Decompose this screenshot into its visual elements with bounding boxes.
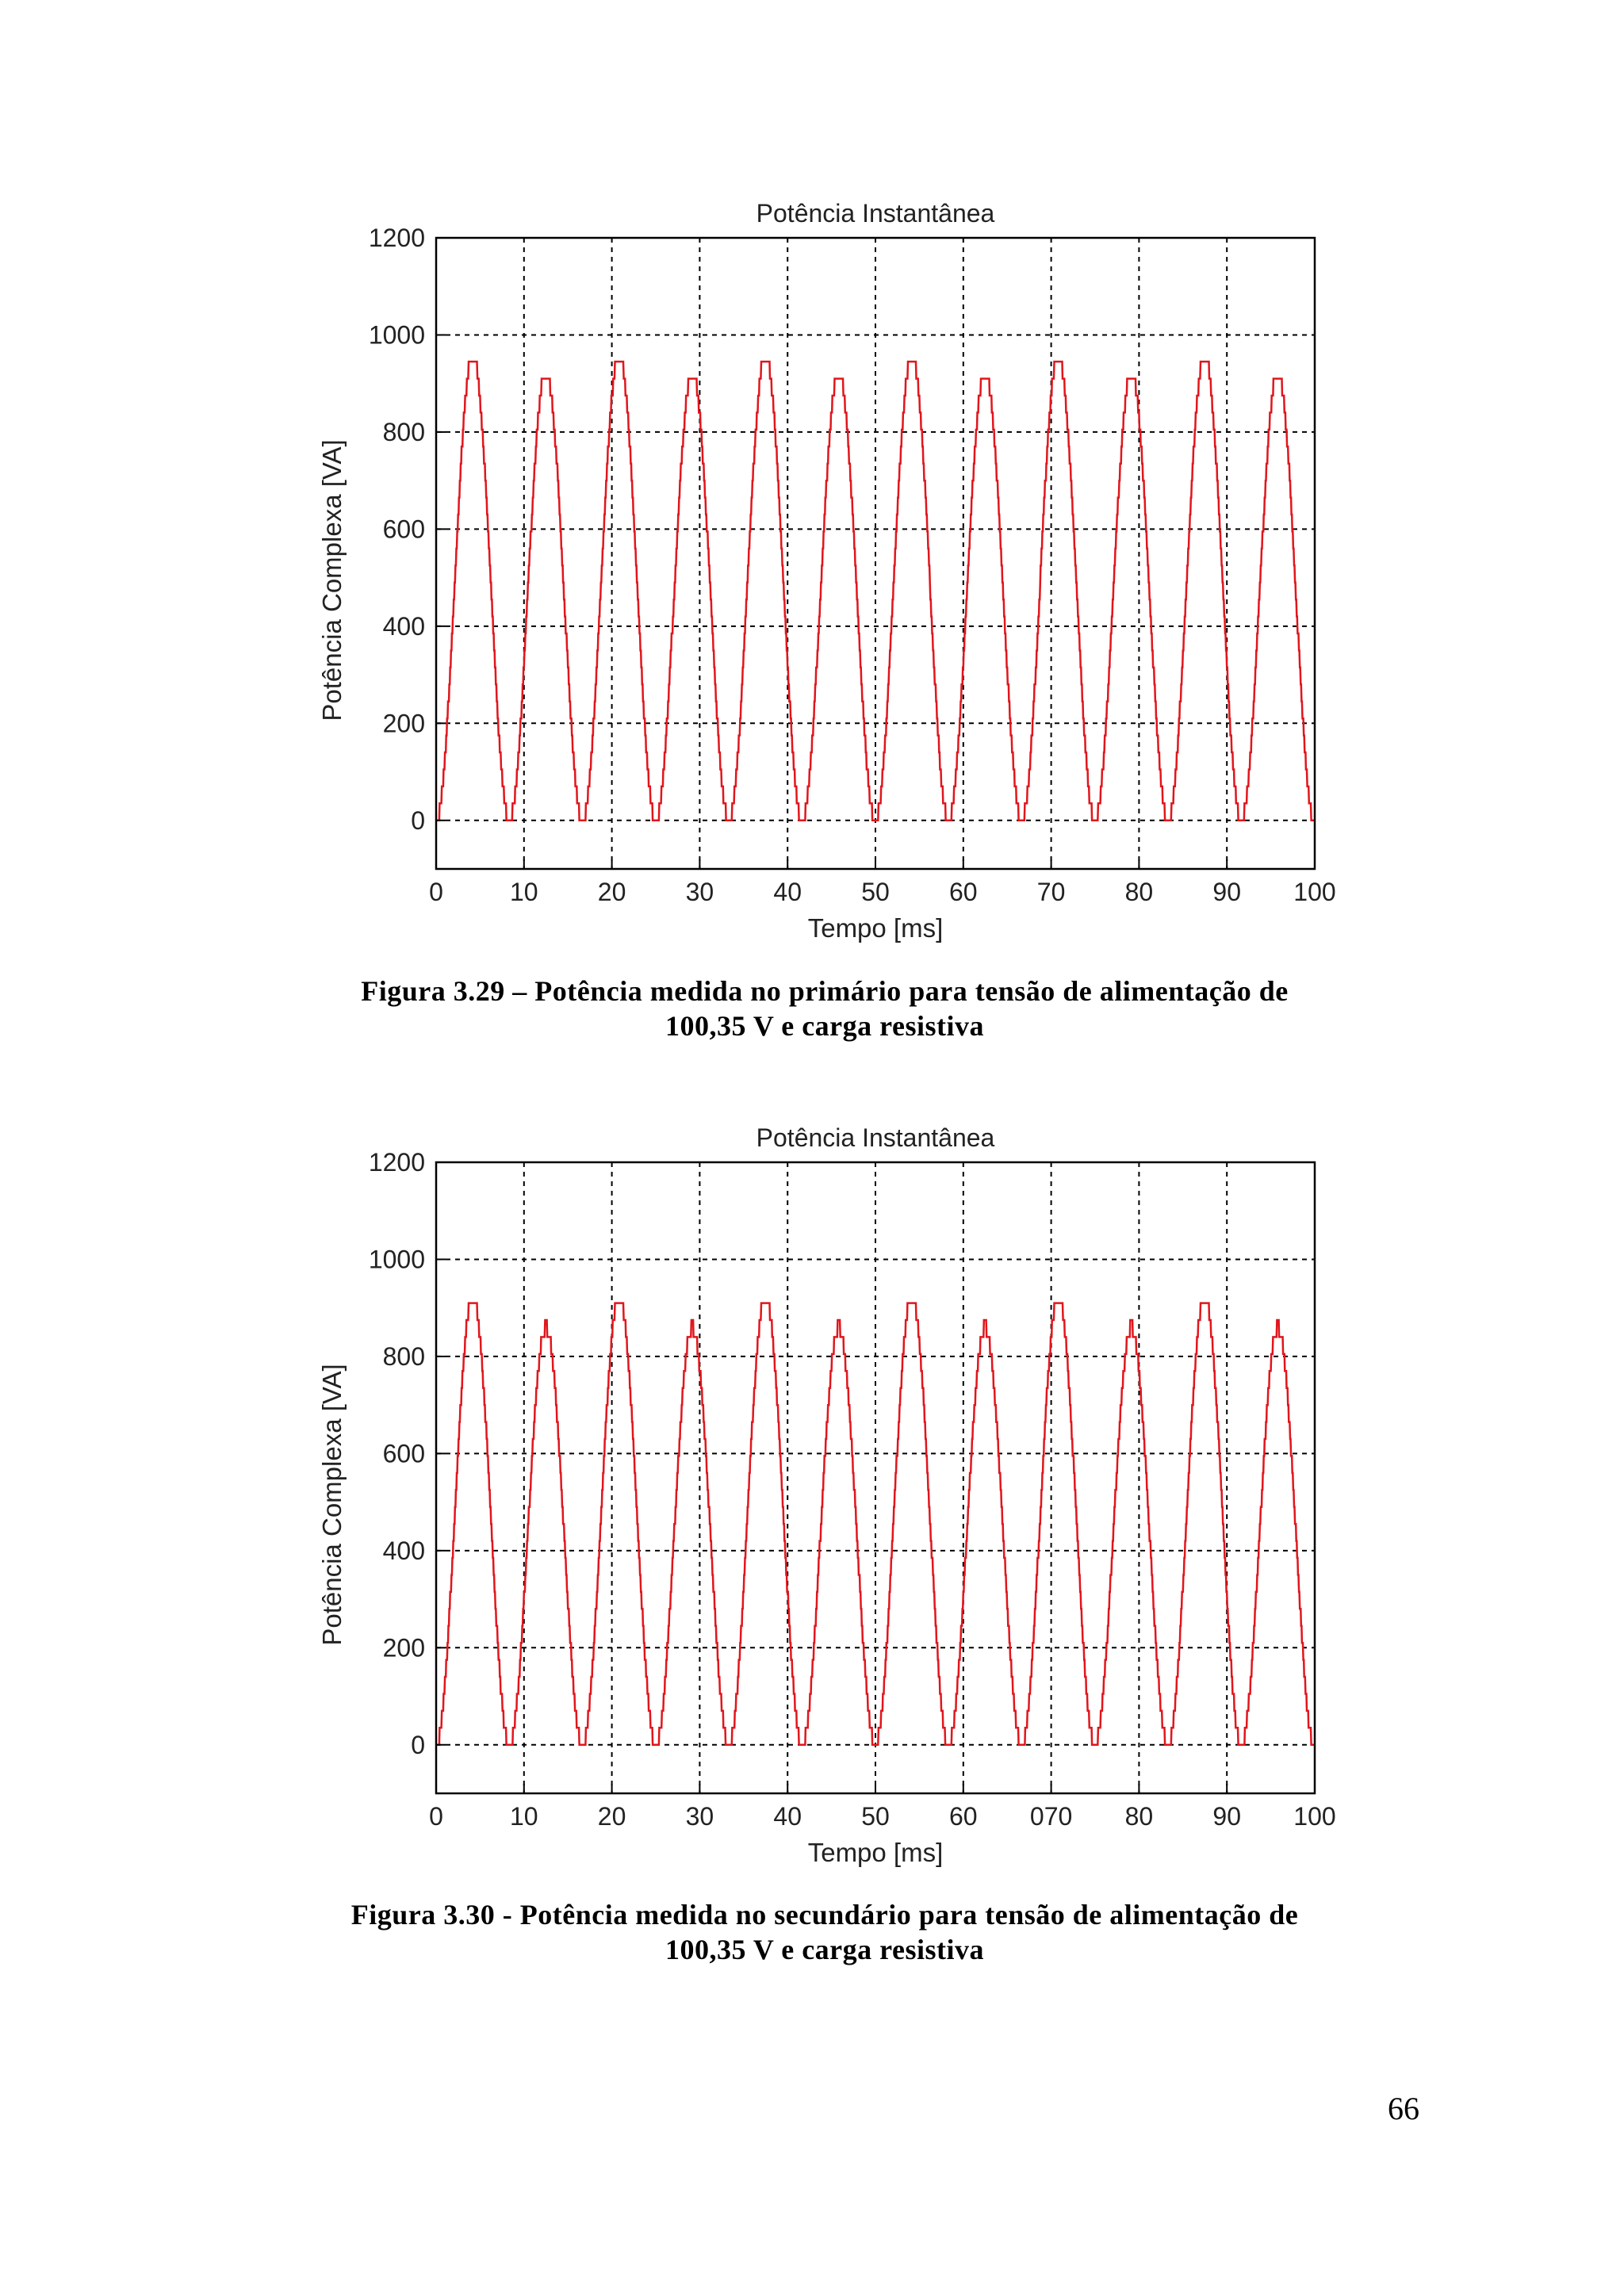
y-axis-label: Potência Complexa [VA] [317, 1364, 347, 1645]
caption-line-1: Figura 3.29 – Potência medida no primári… [361, 975, 1289, 1007]
caption-line-2: 100,35 V e carga resistiva [665, 1010, 984, 1042]
figure-caption-3-29: Figura 3.29 – Potência medida no primári… [270, 974, 1380, 1043]
y-axis-label: Potência Complexa [VA] [317, 439, 347, 721]
x-tick-label: 60 [949, 1802, 978, 1831]
figure-caption-3-30: Figura 3.30 - Potência medida no secundá… [270, 1897, 1380, 1967]
x-tick-label: 80 [1125, 1802, 1154, 1831]
y-tick-label: 1000 [369, 1245, 425, 1273]
page-number: 66 [1388, 2091, 1419, 2126]
caption-line-1: Figura 3.30 - Potência medida no secundá… [350, 1899, 1299, 1931]
x-tick-label: 90 [1212, 1802, 1241, 1831]
x-tick-label: 50 [861, 878, 890, 906]
x-tick-label: 30 [686, 1802, 714, 1831]
y-tick-label: 800 [383, 418, 425, 446]
y-tick-label: 0 [411, 806, 425, 835]
x-tick-label: 100 [1293, 1802, 1335, 1831]
y-tick-label: 1200 [369, 224, 425, 252]
x-tick-label: 70 [1037, 878, 1066, 906]
series-line [436, 360, 1315, 822]
x-tick-label: 40 [773, 1802, 802, 1831]
x-tick-label: 90 [1212, 878, 1241, 906]
x-tick-label: 60 [949, 878, 978, 906]
chart-figure-3-29: Potência Instantânea 0 10 20 30 40 50 60 70 80 90 1… [317, 199, 1336, 943]
y-tick-label: 800 [383, 1342, 425, 1371]
x-tick-label: 100 [1293, 878, 1335, 906]
chart-title: Potência Instantânea [756, 1123, 995, 1152]
x-tick-label: 40 [773, 878, 802, 906]
x-tick-label: 30 [686, 878, 714, 906]
y-tick-label: 400 [383, 612, 425, 641]
y-tick-label: 600 [383, 515, 425, 543]
x-tick-label: 20 [598, 878, 626, 906]
x-axis-label: Tempo [ms] [808, 913, 944, 943]
x-tick-label: 80 [1125, 878, 1154, 906]
x-tick-label: 10 [510, 878, 538, 906]
x-tick-label: 50 [861, 1802, 890, 1831]
y-tick-label: 600 [383, 1439, 425, 1468]
y-tick-label: 200 [383, 709, 425, 737]
chart-figure-3-30: Potência Instantânea 0 10 20 30 40 50 60 070 80 90… [317, 1123, 1336, 1867]
y-tick-label: 400 [383, 1536, 425, 1565]
x-tick-label: 0 [429, 878, 443, 906]
x-tick-label: 20 [598, 1802, 626, 1831]
y-tick-label: 1200 [369, 1148, 425, 1177]
chart-title: Potência Instantânea [756, 199, 995, 228]
y-tick-label: 200 [383, 1633, 425, 1662]
y-tick-label: 0 [411, 1731, 425, 1759]
y-tick-label: 1000 [369, 320, 425, 349]
x-tick-label: 0 [429, 1802, 443, 1831]
x-axis-label: Tempo [ms] [808, 1838, 944, 1867]
caption-line-2: 100,35 V e carga resistiva [665, 1934, 984, 1965]
series-line [436, 1302, 1315, 1747]
x-tick-label: 10 [510, 1802, 538, 1831]
x-tick-label: 070 [1030, 1802, 1072, 1831]
